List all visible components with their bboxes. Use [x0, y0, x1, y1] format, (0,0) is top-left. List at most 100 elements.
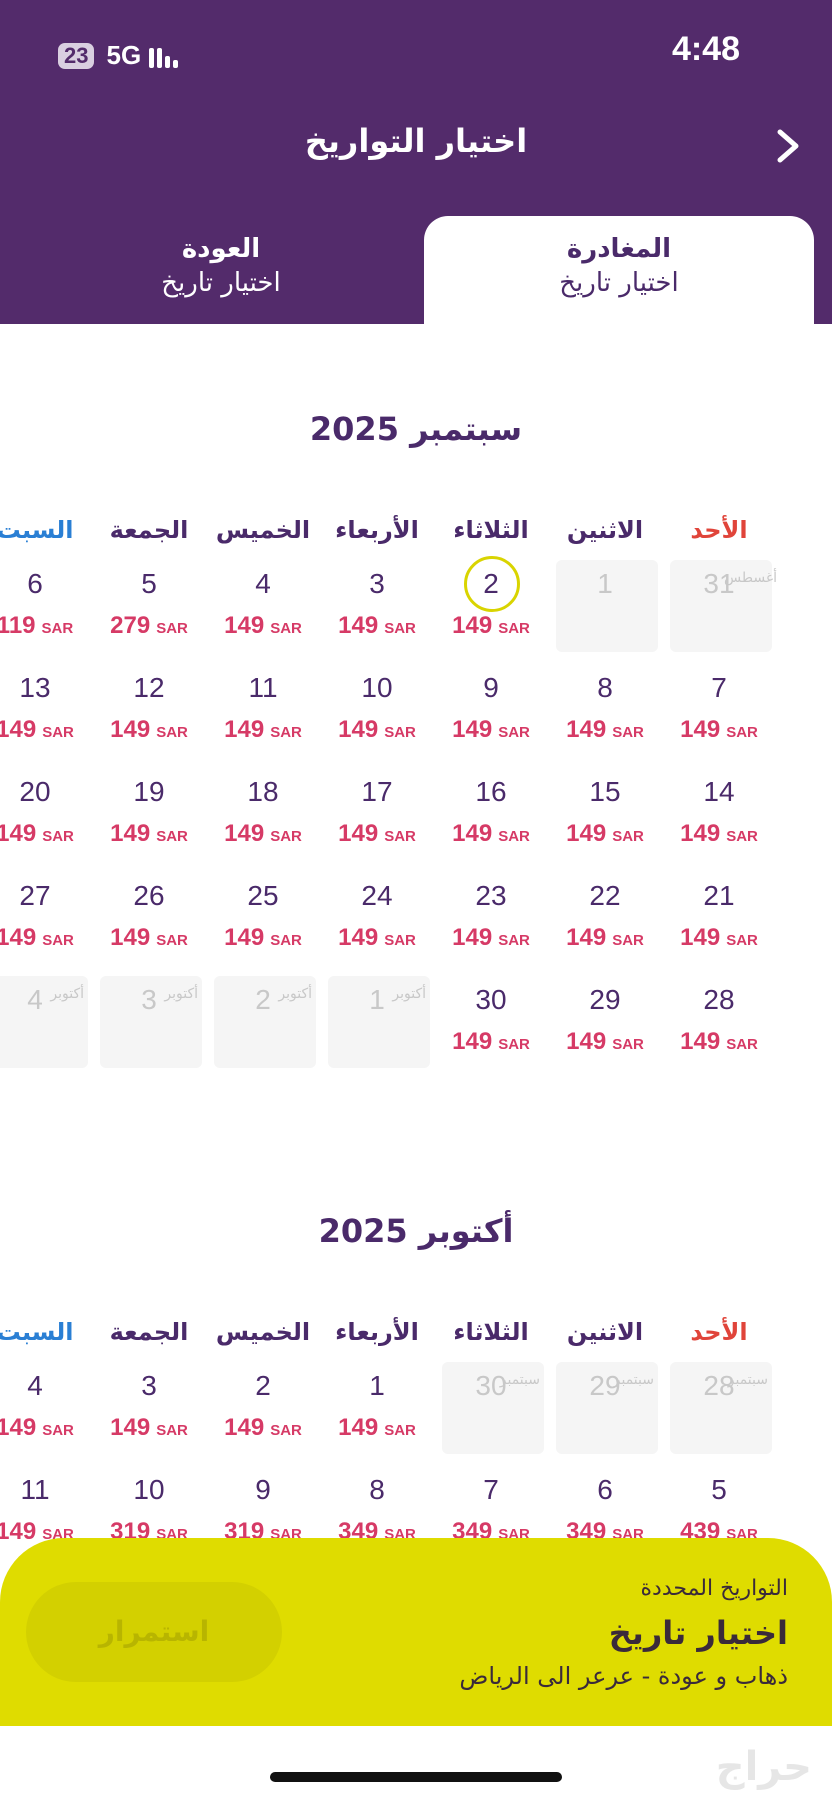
day-number: 9 — [255, 1474, 271, 1505]
calendar-day[interactable]: 8 149 SAR — [548, 660, 662, 756]
day-number: 17 — [361, 776, 393, 807]
weekday-header: الأربعاء — [335, 516, 419, 544]
calendar-day[interactable]: 26 149 SAR — [92, 868, 206, 964]
calendar-day[interactable]: 9 149 SAR — [434, 660, 548, 756]
price-amount: 149 — [338, 1414, 379, 1441]
price-amount: 149 — [338, 612, 379, 639]
day-number: 4 — [27, 1370, 43, 1401]
calendar-day[interactable]: 3 149 SAR — [92, 1358, 206, 1454]
day-number: 2 — [255, 1370, 271, 1401]
price-amount: 149 — [338, 820, 379, 847]
calendar-day[interactable]: 1 149 SAR — [320, 1358, 434, 1454]
day-background — [556, 1362, 658, 1454]
price-amount: 149 — [680, 1028, 721, 1055]
day-number: 1 — [369, 984, 385, 1015]
weekday-header: السبت — [0, 1318, 74, 1346]
calendar-day[interactable]: 4 149 SAR — [206, 556, 320, 652]
price-currency: SAR — [612, 828, 644, 845]
calendar-day[interactable]: 27 149 SAR — [0, 868, 92, 964]
day-number: 8 — [597, 672, 613, 703]
calendar-day[interactable]: 14 149 SAR — [662, 764, 776, 860]
price-currency: SAR — [726, 932, 758, 949]
day-price: 149 SAR — [206, 924, 320, 952]
day-price: 149 SAR — [662, 1028, 776, 1056]
calendar-day[interactable]: 17 149 SAR — [320, 764, 434, 860]
price-currency: SAR — [498, 1036, 530, 1053]
day-number: 13 — [19, 672, 51, 703]
price-amount: 149 — [566, 924, 607, 951]
tab-return[interactable]: العودة اختيار تاريخ — [26, 216, 416, 324]
day-number: 20 — [19, 776, 51, 807]
calendar-day[interactable]: 30 149 SAR — [434, 972, 548, 1068]
calendar-day[interactable]: 6 119 SAR — [0, 556, 92, 652]
month-title: سبتمبر 2025 — [309, 410, 523, 448]
price-amount: 149 — [452, 820, 493, 847]
page-title: اختيار التواريخ — [304, 122, 528, 160]
day-price: 149 SAR — [206, 820, 320, 848]
day-number: 1 — [369, 1370, 385, 1401]
day-background — [214, 976, 316, 1068]
calendar-day[interactable]: 2 149 SAR — [206, 1358, 320, 1454]
tab-return-label: العودة — [181, 234, 261, 264]
calendar-day[interactable]: 19 149 SAR — [92, 764, 206, 860]
day-background — [0, 976, 88, 1068]
calendar-day[interactable]: 11 149 SAR — [206, 660, 320, 756]
price-currency: SAR — [156, 828, 188, 845]
day-number: 31 — [703, 568, 735, 599]
calendar-day[interactable]: 11 149 SAR — [0, 1462, 92, 1558]
calendar-day[interactable]: 13 149 SAR — [0, 660, 92, 756]
calendar-day[interactable]: 16 149 SAR — [434, 764, 548, 860]
tab-departure[interactable]: المغادرة اختيار تاريخ — [424, 216, 814, 324]
day-price: 149 SAR — [548, 924, 662, 952]
day-number: 10 — [133, 1474, 165, 1505]
day-price: 149 SAR — [206, 1414, 320, 1442]
back-chevron-icon[interactable] — [768, 126, 808, 166]
day-price: 149 SAR — [662, 716, 776, 744]
day-price: 149 SAR — [320, 924, 434, 952]
price-currency: SAR — [612, 724, 644, 741]
weekday-header: الثلاثاء — [453, 516, 529, 544]
calendar-day[interactable]: 28 149 SAR — [662, 972, 776, 1068]
price-amount: 149 — [0, 1518, 37, 1545]
calendar-day[interactable]: 5 279 SAR — [92, 556, 206, 652]
calendar-day[interactable]: 25 149 SAR — [206, 868, 320, 964]
price-amount: 149 — [452, 924, 493, 951]
selected-dates-label: التواريخ المحددة — [640, 1576, 788, 1601]
weekday-header: الأحد — [690, 516, 748, 544]
calendar-day[interactable]: 29 149 SAR — [548, 972, 662, 1068]
calendar-day[interactable]: 10 149 SAR — [320, 660, 434, 756]
calendar-day[interactable]: 15 149 SAR — [548, 764, 662, 860]
day-number: 6 — [597, 1474, 613, 1505]
price-amount: 149 — [452, 716, 493, 743]
tab-departure-value: اختيار تاريخ — [559, 268, 679, 298]
continue-button[interactable]: استمرار — [26, 1582, 282, 1682]
calendar-day[interactable]: 24 149 SAR — [320, 868, 434, 964]
price-currency: SAR — [384, 932, 416, 949]
day-number: 24 — [361, 880, 393, 911]
calendar-day[interactable]: 3 149 SAR — [320, 556, 434, 652]
day-number: 25 — [247, 880, 279, 911]
day-number: 4 — [255, 568, 271, 599]
calendar-day[interactable]: 21 149 SAR — [662, 868, 776, 964]
calendar-day[interactable]: 23 149 SAR — [434, 868, 548, 964]
tab-departure-label: المغادرة — [566, 234, 672, 264]
status-indicators: 23 5G — [58, 40, 179, 71]
price-currency: SAR — [156, 724, 188, 741]
battery-indicator: 23 — [58, 42, 95, 69]
price-currency: SAR — [270, 724, 302, 741]
calendar-day[interactable]: 2 149 SAR — [434, 556, 548, 652]
calendar-day[interactable]: 20 149 SAR — [0, 764, 92, 860]
day-month-label: أكتوبر — [50, 986, 84, 1002]
calendar-day[interactable]: 22 149 SAR — [548, 868, 662, 964]
calendar-day[interactable]: 18 149 SAR — [206, 764, 320, 860]
calendar-day[interactable]: 7 149 SAR — [662, 660, 776, 756]
day-number: 19 — [133, 776, 165, 807]
calendar-day[interactable]: 4 149 SAR — [0, 1358, 92, 1454]
price-currency: SAR — [498, 828, 530, 845]
calendar-day[interactable]: 12 149 SAR — [92, 660, 206, 756]
day-number: 11 — [248, 672, 278, 703]
day-price: 149 SAR — [434, 1028, 548, 1056]
price-amount: 149 — [0, 1414, 37, 1441]
day-number: 3 — [141, 1370, 157, 1401]
day-background — [556, 560, 658, 652]
